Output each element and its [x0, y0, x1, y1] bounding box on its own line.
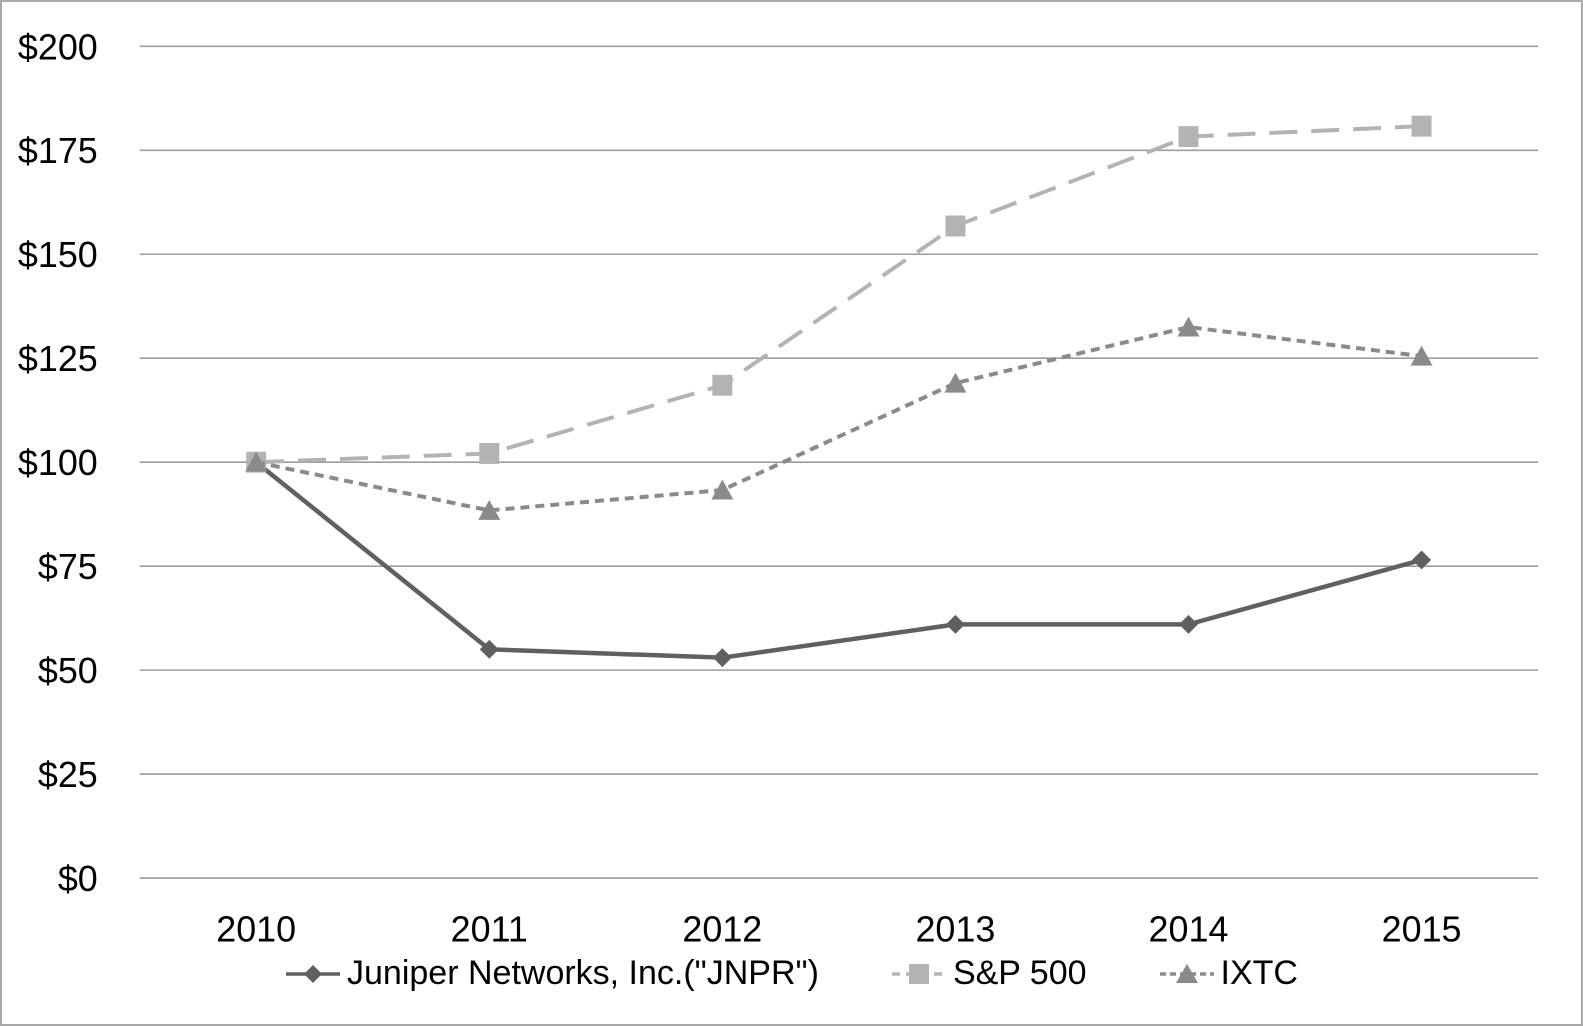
jnpr-marker	[945, 614, 965, 634]
diamond-line-marker-icon	[286, 964, 341, 983]
sp500-marker	[712, 374, 733, 396]
sp500-line	[256, 124, 1422, 465]
jnpr-marker	[712, 648, 732, 668]
ixtc-marker	[478, 499, 501, 520]
ixtc-marker	[245, 451, 268, 472]
sp500-marker	[1178, 126, 1199, 148]
legend-label-ixtc: IXTC	[1220, 954, 1298, 992]
y-axis-tick-label: $25	[38, 755, 98, 795]
legend-item-sp500: S&P 500	[891, 954, 1087, 993]
x-axis-label: 2010	[216, 909, 296, 949]
legend-label-sp500: S&P 500	[952, 954, 1087, 992]
square-dash-marker-icon	[891, 963, 946, 984]
x-axis-label: 2014	[1149, 909, 1229, 949]
y-axis-tick-label: $0	[58, 859, 98, 899]
series-sp500	[246, 115, 1432, 473]
y-axis-tick-label: $200	[18, 27, 98, 67]
chart-legend: Juniper Networks, Inc.("JNPR") S&P 500 I…	[2, 954, 1581, 993]
y-axis-tick-label: $50	[38, 651, 98, 691]
x-axis-label: 2013	[915, 909, 995, 949]
ixtc-marker	[944, 372, 967, 393]
legend-label-jnpr: Juniper Networks, Inc.("JNPR")	[347, 954, 819, 992]
ixtc-marker	[1177, 316, 1200, 337]
ixtc-marker	[1410, 345, 1433, 366]
y-axis-tick-label: $150	[18, 235, 98, 275]
ixtc-line	[255, 325, 1422, 513]
y-axis-tick-label: $100	[18, 443, 98, 483]
series-ixtc	[245, 316, 1433, 520]
y-axis-tick-label: $125	[18, 339, 98, 379]
sp500-marker	[1411, 115, 1432, 137]
jnpr-marker	[1412, 550, 1432, 570]
y-axis-tick-label: $75	[38, 547, 98, 587]
x-axis-label: 2015	[1382, 909, 1462, 949]
triangle-dash-marker-icon	[1159, 963, 1214, 983]
series-jnpr	[246, 452, 1432, 668]
sp500-marker	[479, 443, 500, 464]
y-axis-tick-label: $175	[18, 131, 98, 171]
x-axis-label: 2011	[451, 909, 528, 949]
legend-item-jnpr: Juniper Networks, Inc.("JNPR")	[285, 954, 819, 993]
jnpr-line	[254, 460, 1423, 660]
x-axis-label: 2012	[682, 909, 762, 949]
sp500-marker	[945, 215, 966, 237]
jnpr-marker	[1179, 614, 1198, 634]
legend-item-ixtc: IXTC	[1159, 954, 1298, 993]
jnpr-marker	[479, 639, 499, 659]
ixtc-marker	[711, 479, 734, 500]
